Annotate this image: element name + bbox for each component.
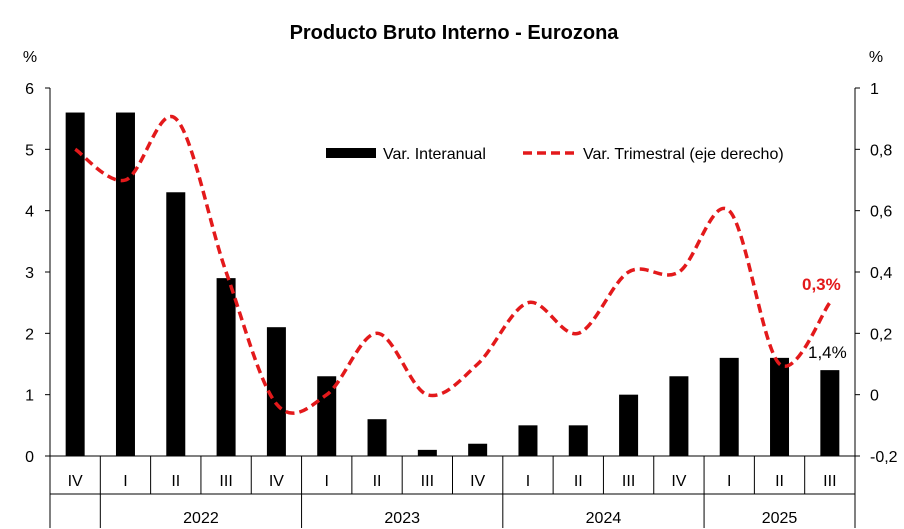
bar [669,376,689,456]
left-tick-label: 0 [25,449,34,466]
year-label: 2025 [762,510,798,527]
quarter-label: IV [671,473,686,490]
right-tick-label: 0,2 [870,326,892,343]
quarter-label: IV [470,473,485,490]
left-tick-label: 2 [25,326,34,343]
left-tick-label: 3 [25,265,34,282]
bars-var-interanual [65,112,840,457]
quarter-label: I [727,473,731,490]
right-tick-label: 0 [870,388,879,405]
bar [115,112,135,457]
quarter-label: II [574,473,583,490]
right-axis-ticks: -0,2 0 0,2 0,4 0,6 0,8 1 [855,81,898,466]
quarter-label: I [123,473,127,490]
bar [65,112,85,457]
bar [820,370,840,456]
annotation-last-trimestral: 0,3% [802,275,841,294]
left-tick-label: 6 [25,81,34,98]
right-tick-label: 0,8 [870,142,892,159]
right-tick-label: 0,4 [870,265,892,282]
quarter-label: III [622,473,635,490]
year-label: 2022 [183,510,219,527]
bar [367,419,387,456]
quarter-label: III [823,473,836,490]
right-axis-unit-label: % [869,49,883,66]
quarter-label: I [526,473,530,490]
left-tick-label: 4 [25,204,34,221]
bar [518,425,538,456]
quarter-label: IV [269,473,284,490]
legend: Var. Interanual Var. Trimestral (eje der… [326,146,784,163]
bar [468,443,488,456]
bar [166,192,186,456]
line-var-trimestral [74,114,832,415]
quarter-label: II [775,473,784,490]
bar [619,394,639,456]
year-label: 2024 [586,510,622,527]
right-tick-label: 1 [870,81,879,98]
bar [216,278,236,456]
legend-label-var-interanual: Var. Interanual [383,146,486,163]
legend-label-var-trimestral: Var. Trimestral (eje derecho) [583,146,784,163]
bar [568,425,588,456]
quarter-label: II [171,473,180,490]
chart-title: Producto Bruto Interno - Eurozona [290,22,620,44]
year-label: 2023 [384,510,420,527]
quarter-label: III [421,473,434,490]
bar [317,376,337,456]
left-tick-label: 5 [25,142,34,159]
legend-swatch-var-interanual [326,148,376,158]
left-axis-unit-label: % [23,49,37,66]
quarter-label: II [373,473,382,490]
bar [770,357,790,456]
bar [417,449,437,456]
bar [266,327,286,456]
right-tick-label: -0,2 [870,449,898,466]
right-tick-label: 0,6 [870,204,892,221]
annotation-last-interanual: 1,4% [808,343,847,362]
quarter-label: IV [68,473,83,490]
quarter-label: III [219,473,232,490]
left-tick-label: 1 [25,388,34,405]
bar [719,357,739,456]
quarter-label: I [324,473,328,490]
left-axis-ticks: 0 1 2 3 4 5 6 [25,81,50,466]
